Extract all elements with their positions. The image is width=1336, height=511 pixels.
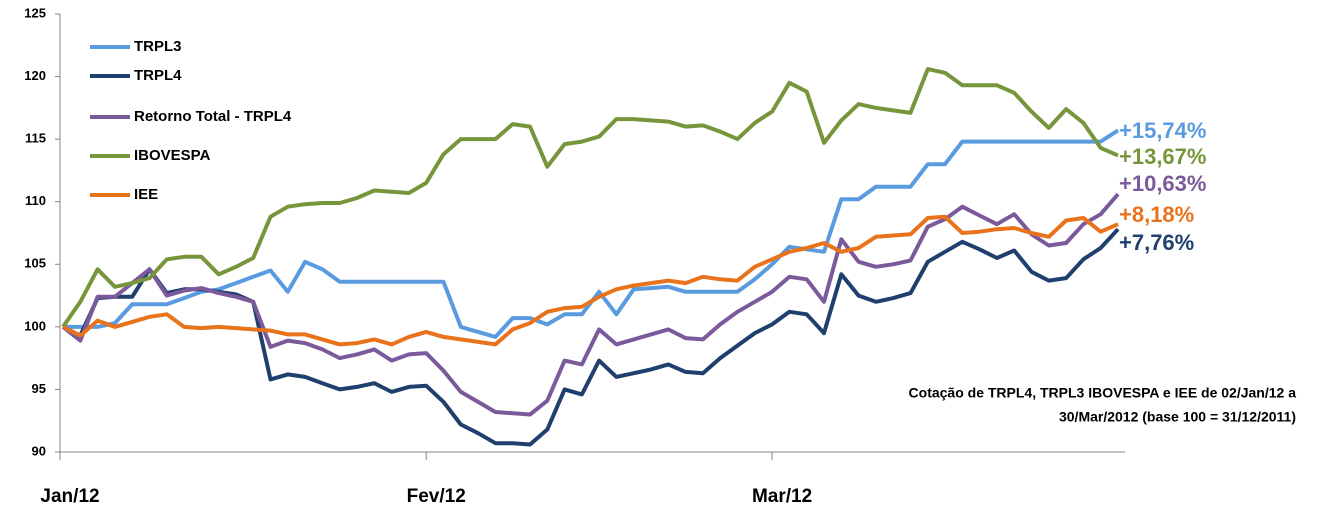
note: Cotação de TRPL4, TRPL3 IBOVESPA e IEE d… — [909, 385, 1297, 401]
series-line — [62, 227, 1120, 447]
y-tick-label: 125 — [24, 5, 46, 20]
y-tick-label: 120 — [24, 68, 46, 83]
legend-label: IEE — [134, 186, 158, 203]
x-tick-label: Mar/12 — [752, 486, 812, 507]
y-tick-label: 110 — [25, 193, 46, 208]
end-label: +10,63% — [1119, 171, 1206, 196]
legend-label: TRPL4 — [134, 67, 182, 84]
end-label: +15,74% — [1119, 118, 1206, 143]
x-tick-label: Jan/12 — [40, 486, 99, 507]
y-tick-label: 100 — [24, 318, 46, 333]
end-label: +8,18% — [1119, 202, 1194, 227]
note: 30/Mar/2012 (base 100 = 31/12/2011) — [1059, 409, 1296, 425]
end-label: +13,67% — [1119, 144, 1206, 169]
series-line — [63, 128, 1120, 339]
y-tick-label: 90 — [32, 443, 46, 458]
x-tick-label: Fev/12 — [407, 486, 466, 507]
series-line — [62, 214, 1119, 347]
y-tick-label: 115 — [25, 131, 46, 146]
end-label: +7,76% — [1119, 230, 1194, 255]
legend-label: IBOVESPA — [134, 147, 211, 164]
series-line — [61, 67, 1119, 329]
y-tick-label: 105 — [24, 256, 46, 271]
y-tick-label: 95 — [32, 381, 46, 396]
series-line — [61, 192, 1120, 417]
legend-label: TRPL3 — [134, 38, 182, 55]
legend-label: Retorno Total - TRPL4 — [134, 108, 292, 125]
